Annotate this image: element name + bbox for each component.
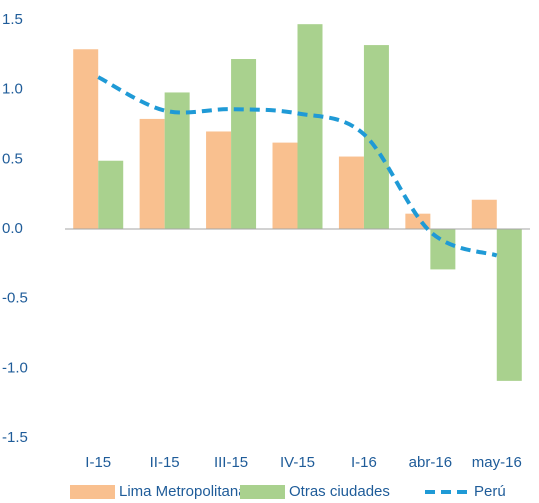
x-tick-label: I-15 xyxy=(85,454,111,471)
bar xyxy=(338,156,364,229)
legend-label: Perú xyxy=(474,483,506,500)
bar xyxy=(363,45,389,229)
x-tick-label: III-15 xyxy=(214,454,248,471)
y-tick-label: -1.5 xyxy=(2,429,28,446)
bar xyxy=(297,24,323,230)
y-tick-label: 1.5 xyxy=(2,11,23,28)
bar xyxy=(471,199,497,229)
legend-label: Lima Metropolitana xyxy=(119,483,247,500)
bar xyxy=(231,59,257,229)
x-tick-label: abr-16 xyxy=(409,454,452,471)
x-tick-label: I-16 xyxy=(351,454,377,471)
line xyxy=(97,75,498,258)
bar xyxy=(206,131,232,229)
y-tick-label: 1.0 xyxy=(2,81,23,98)
bar xyxy=(164,92,190,229)
bar xyxy=(496,229,522,381)
legend-swatch xyxy=(240,485,285,499)
y-tick-label: -1.0 xyxy=(2,359,28,376)
y-tick-label: -0.5 xyxy=(2,290,28,307)
legend-label: Otras ciudades xyxy=(289,483,390,500)
y-tick-label: 0.5 xyxy=(2,150,23,167)
bar xyxy=(98,160,124,229)
bar xyxy=(73,49,99,230)
y-tick-label: 0.0 xyxy=(2,220,23,237)
x-tick-label: II-15 xyxy=(150,454,180,471)
x-tick-label: IV-15 xyxy=(280,454,315,471)
bar xyxy=(272,142,298,229)
bar xyxy=(139,118,165,229)
x-tick-label: may-16 xyxy=(472,454,522,471)
legend-swatch xyxy=(70,485,115,499)
